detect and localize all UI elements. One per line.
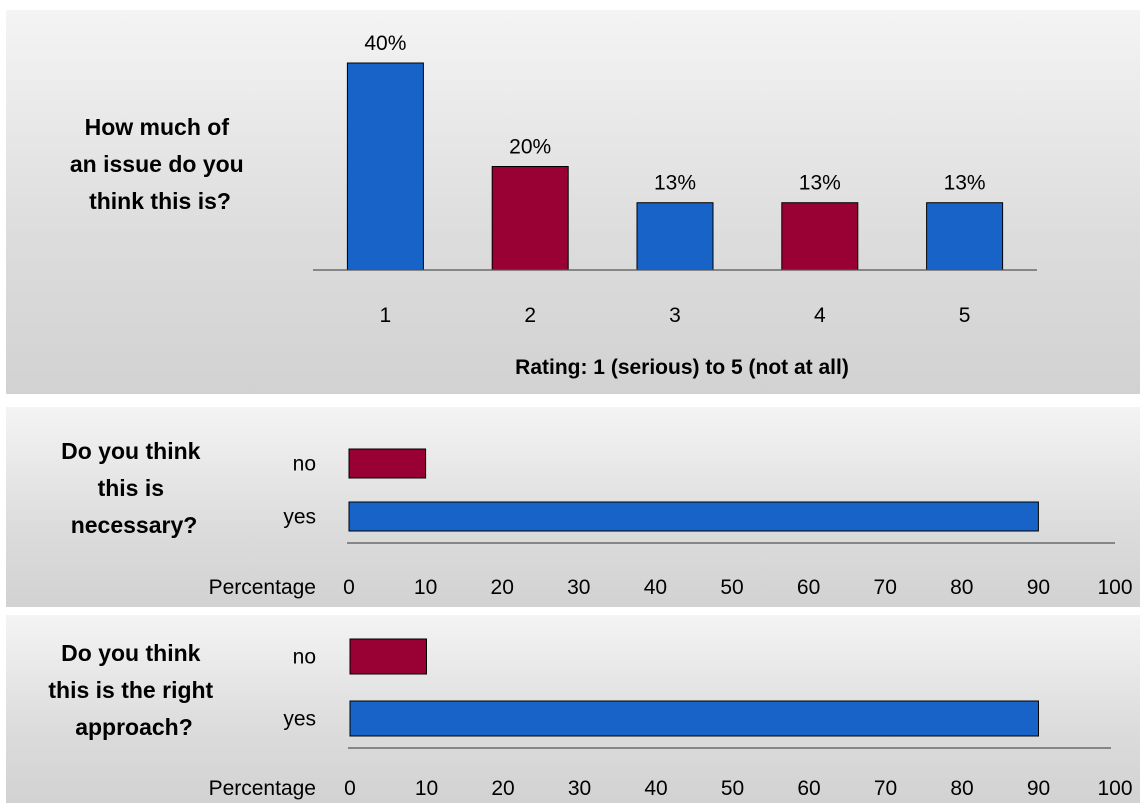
chart-question: How much of an issue do you think this i… [70,114,250,214]
category-label-no: no [293,453,316,476]
data-label: 13% [799,172,841,195]
category-label-yes: yes [283,708,316,731]
x-tick-label: 40 [644,777,667,800]
x-tick-label: 30 [567,576,590,599]
bar-rating-4 [781,202,859,271]
x-tick-label: 20 [491,777,514,800]
x-tick-label: 0 [343,576,355,599]
bar-series [346,62,1004,271]
bar-series [348,448,1039,532]
question-line: this is [98,475,164,501]
x-tick-label: 100 [1097,576,1132,599]
x-tick-label: 90 [1027,777,1050,800]
bar-no [349,638,427,675]
question-line: necessary? [71,512,198,538]
x-tick-label: 10 [415,777,438,800]
issue-rating-chart: How much of an issue do you think this i… [70,32,1037,379]
chart-question: Do you think this is necessary? [61,438,207,538]
data-label: 40% [364,32,406,55]
data-label: 13% [654,172,696,195]
x-tick-label: 40 [644,576,667,599]
x-tick-label: 30 [568,777,591,800]
category-label-no: no [293,646,316,669]
question-line: this is the right [48,677,213,703]
bar-yes [348,501,1039,532]
x-tick-label: 80 [950,777,973,800]
x-tick-label: 70 [874,576,897,599]
x-tick-label: 100 [1097,777,1132,800]
x-tick-label: 20 [491,576,514,599]
x-axis-title: Percentage [209,777,316,800]
x-axis-title: Rating: 1 (serious) to 5 (not at all) [515,356,849,379]
bar-rating-3 [636,202,714,271]
bar-yes [349,700,1039,737]
question-line: How much of [85,114,230,140]
question-line: Do you think [61,438,200,464]
x-tick-label: 5 [959,304,971,327]
x-tick-label: 50 [721,777,744,800]
x-tick-label: 70 [874,777,897,800]
x-tick-labels: 0 10 20 30 40 50 60 70 80 90 100 [344,777,1132,800]
bar-series [349,638,1039,737]
x-tick-label: 10 [414,576,437,599]
x-tick-label: 60 [797,576,820,599]
question-line: Do you think [61,640,200,666]
issue-rating-panel: How much of an issue do you think this i… [6,10,1140,394]
bar-rating-2 [491,166,569,271]
x-tick-label: 50 [720,576,743,599]
chart-question: Do you think this is the right approach? [48,640,219,740]
x-tick-label: 60 [797,777,820,800]
right-approach-panel: Do you think this is the right approach?… [6,615,1140,803]
right-approach-chart: Do you think this is the right approach?… [48,638,1133,800]
x-tick-label: 2 [524,304,536,327]
x-axis-title: Percentage [209,576,316,599]
bar-rating-5 [926,202,1004,271]
x-tick-label: 0 [344,777,356,800]
bar-rating-1 [346,62,424,271]
necessary-panel: Do you think this is necessary? 0 10 20 30 4… [6,407,1140,607]
question-line: approach? [75,714,193,740]
x-tick-labels: 0 10 20 30 40 50 60 70 80 90 100 [343,576,1132,599]
x-tick-label: 90 [1027,576,1050,599]
x-tick-label: 80 [950,576,973,599]
x-tick-label: 3 [669,304,681,327]
question-line: an issue do you [70,151,244,177]
category-label-yes: yes [283,506,316,529]
data-label: 13% [944,172,986,195]
x-tick-label: 1 [380,304,392,327]
x-tick-label: 4 [814,304,826,327]
bar-no [348,448,427,479]
question-line: think this is? [89,188,231,214]
data-label: 20% [509,136,551,159]
necessary-chart: Do you think this is necessary? 0 10 20 30 4… [61,438,1132,599]
